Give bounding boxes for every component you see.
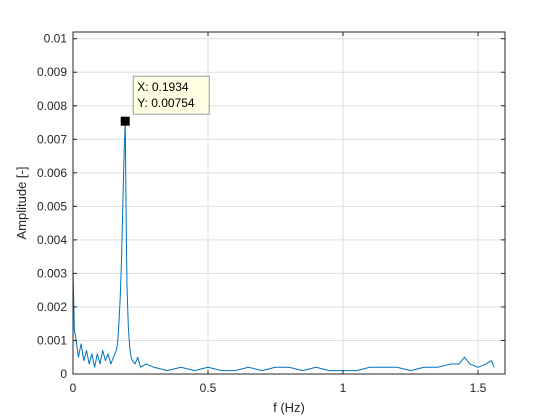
x-axis-label: f (Hz) <box>273 400 305 415</box>
y-tick-label: 0.002 <box>37 300 67 314</box>
y-tick-label: 0.004 <box>37 233 67 247</box>
spectrum-line <box>72 120 495 372</box>
series-layer <box>72 120 495 372</box>
data-tip[interactable]: X: 0.1934 Y: 0.00754 <box>120 75 210 126</box>
x-tick-label: 1.5 <box>470 381 487 395</box>
y-tick-label: 0 <box>60 367 67 381</box>
axes-box <box>72 31 506 375</box>
data-tip-y-text: Y: 0.00754 <box>137 96 195 110</box>
y-tick-label: 0.008 <box>37 99 67 113</box>
data-tip-x-text: X: 0.1934 <box>137 80 189 94</box>
y-tick-label: 0.001 <box>37 333 67 347</box>
y-tick-label: 0.007 <box>37 132 67 146</box>
x-tick-label: 1 <box>340 381 347 395</box>
y-axis-label: Amplitude [-] <box>14 167 29 240</box>
y-tick-label: 0.003 <box>37 266 67 280</box>
y-tick-label: 0.005 <box>37 199 67 213</box>
ticks: 0 0.5 1 1.5 0 0.001 0.002 0.003 0.004 0.005 0.006 0… <box>37 32 505 395</box>
y-tick-label: 0.01 <box>44 32 68 46</box>
data-tip-marker[interactable] <box>120 116 130 126</box>
grid <box>73 32 505 374</box>
y-tick-label: 0.009 <box>37 65 67 79</box>
y-tick-label: 0.006 <box>37 166 67 180</box>
data-tip-box <box>132 75 210 115</box>
x-tick-label: 0 <box>70 381 77 395</box>
x-tick-label: 0.5 <box>200 381 217 395</box>
